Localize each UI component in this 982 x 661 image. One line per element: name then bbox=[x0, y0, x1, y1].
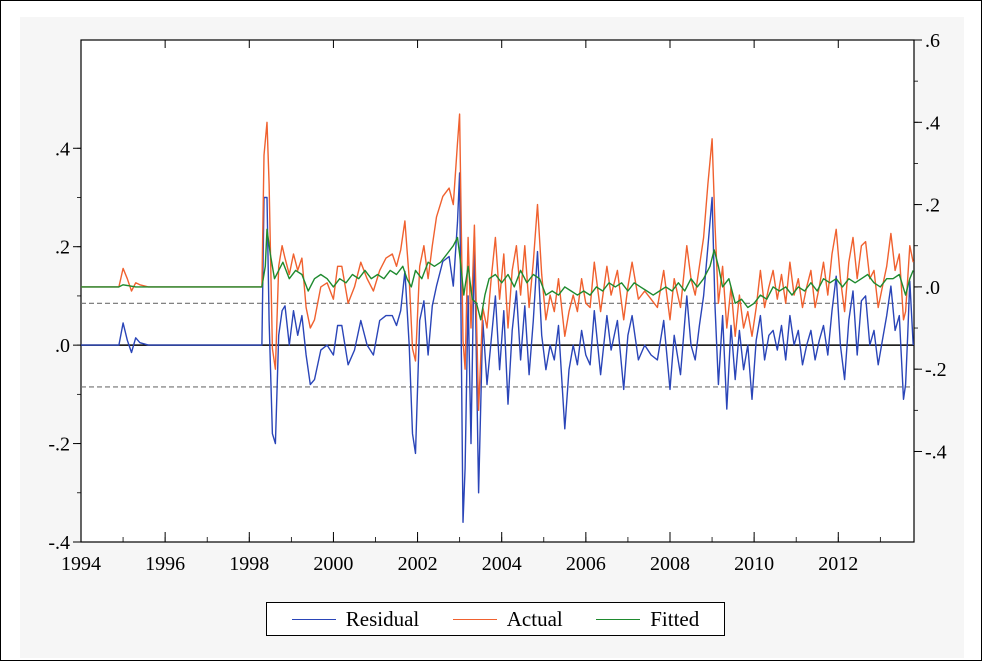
x-tick-label-2000: 2000 bbox=[313, 553, 353, 575]
legend-item-actual: Actual bbox=[452, 606, 563, 632]
legend-swatch-actual bbox=[452, 618, 497, 620]
legend: Residual Actual Fitted bbox=[266, 602, 725, 636]
x-tick-label-2006: 2006 bbox=[566, 553, 606, 575]
right-tick-label-.4: .4 bbox=[925, 112, 940, 134]
plot-area bbox=[80, 39, 915, 543]
legend-swatch-fitted bbox=[596, 618, 641, 620]
x-tick-label-2010: 2010 bbox=[734, 553, 774, 575]
legend-swatch-residual bbox=[291, 618, 336, 620]
x-tick-label-1994: 1994 bbox=[61, 553, 101, 575]
right-tick-label--.4: -.4 bbox=[925, 441, 947, 463]
right-tick-label-.2: .2 bbox=[925, 195, 940, 217]
legend-label-actual: Actual bbox=[506, 606, 563, 631]
series-line-residual bbox=[81, 172, 914, 523]
legend-item-fitted: Fitted bbox=[596, 607, 699, 632]
left-tick-label--.2: -.2 bbox=[48, 434, 70, 456]
legend-label-residual: Residual bbox=[345, 606, 420, 631]
x-tick-label-2012: 2012 bbox=[818, 553, 858, 575]
x-tick-label-1996: 1996 bbox=[145, 553, 185, 575]
legend-item-residual: Residual bbox=[291, 606, 420, 632]
left-tick-label-.4: .4 bbox=[55, 138, 70, 160]
left-tick-label-.0: .0 bbox=[55, 335, 70, 357]
series-line-actual bbox=[81, 113, 914, 411]
x-tick-label-2002: 2002 bbox=[398, 553, 438, 575]
x-tick-label-1998: 1998 bbox=[229, 553, 269, 575]
x-tick-label-2008: 2008 bbox=[650, 553, 690, 575]
right-tick-label-.6: .6 bbox=[925, 30, 940, 52]
left-tick-label--.4: -.4 bbox=[48, 532, 70, 554]
left-tick-label-.2: .2 bbox=[55, 237, 70, 259]
right-tick-label--.2: -.2 bbox=[925, 359, 947, 381]
series-line-fitted bbox=[81, 228, 914, 321]
x-tick-label-2004: 2004 bbox=[482, 553, 522, 575]
legend-label-fitted: Fitted bbox=[650, 606, 700, 631]
right-tick-label-.0: .0 bbox=[925, 277, 940, 299]
